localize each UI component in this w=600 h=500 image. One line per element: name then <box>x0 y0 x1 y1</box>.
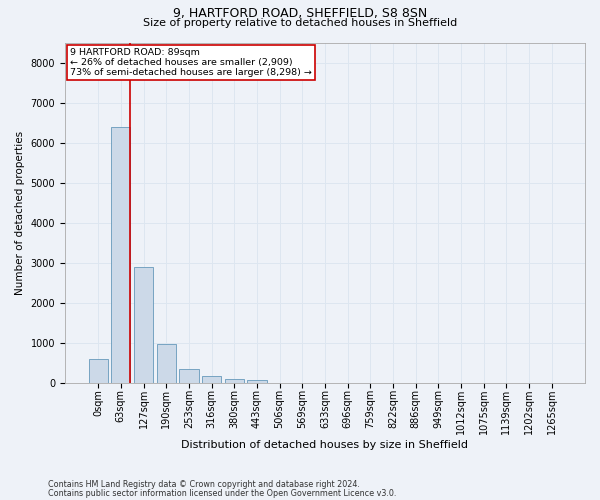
X-axis label: Distribution of detached houses by size in Sheffield: Distribution of detached houses by size … <box>181 440 469 450</box>
Text: Contains public sector information licensed under the Open Government Licence v3: Contains public sector information licen… <box>48 489 397 498</box>
Y-axis label: Number of detached properties: Number of detached properties <box>15 130 25 294</box>
Bar <box>89 360 108 382</box>
Bar <box>157 344 176 383</box>
Bar <box>247 380 266 382</box>
Text: 9 HARTFORD ROAD: 89sqm
← 26% of detached houses are smaller (2,909)
73% of semi-: 9 HARTFORD ROAD: 89sqm ← 26% of detached… <box>70 48 312 78</box>
Text: Contains HM Land Registry data © Crown copyright and database right 2024.: Contains HM Land Registry data © Crown c… <box>48 480 360 489</box>
Bar <box>179 369 199 382</box>
Bar <box>224 378 244 382</box>
Bar <box>134 266 153 382</box>
Text: 9, HARTFORD ROAD, SHEFFIELD, S8 8SN: 9, HARTFORD ROAD, SHEFFIELD, S8 8SN <box>173 8 427 20</box>
Bar <box>202 376 221 382</box>
Bar <box>111 128 130 382</box>
Text: Size of property relative to detached houses in Sheffield: Size of property relative to detached ho… <box>143 18 457 28</box>
